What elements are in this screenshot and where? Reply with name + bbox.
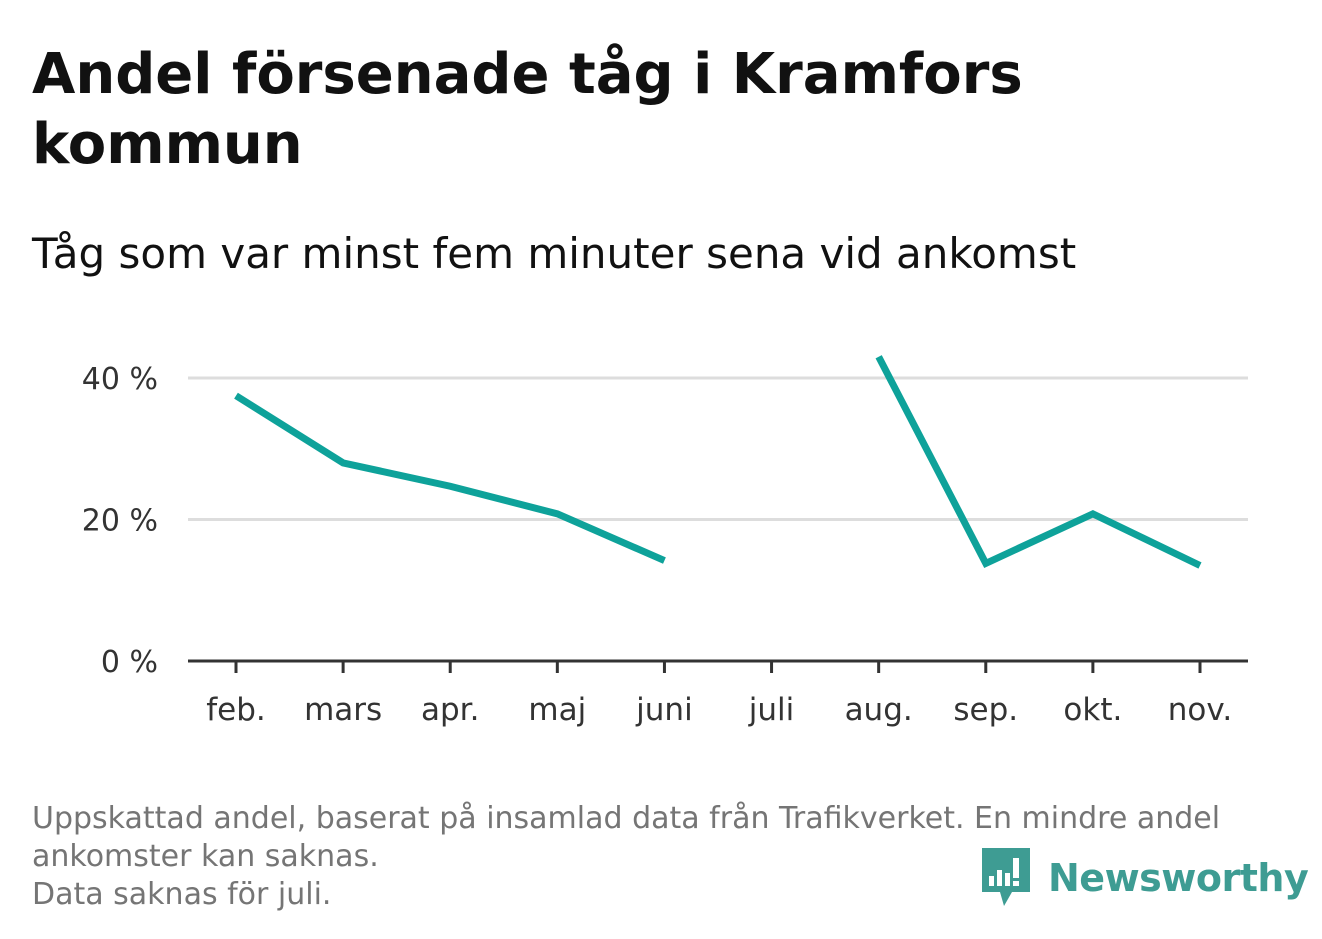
y-tick-label: 40 % xyxy=(82,362,158,397)
x-tick-label: aug. xyxy=(845,692,913,728)
x-tick-label: apr. xyxy=(421,692,479,728)
x-tick-label: mars xyxy=(304,692,382,728)
chart-title: Andel försenade tåg i Kramfors kommun xyxy=(32,42,1023,177)
footnote: Uppskattad andel, baserat på insamlad da… xyxy=(32,800,1292,914)
x-tick-label: nov. xyxy=(1168,692,1232,728)
brand-name: Newsworthy xyxy=(1048,856,1309,900)
x-tick-label: juni xyxy=(635,692,693,728)
brand-logo: Newsworthy xyxy=(982,848,1309,908)
gridlines xyxy=(188,376,1248,521)
series-line xyxy=(875,355,1202,569)
footnote-line-2: ankomster kan saknas. xyxy=(32,839,379,874)
footnote-line-1: Uppskattad andel, baserat på insamlad da… xyxy=(32,801,1221,836)
line-chart: 0 % 20 % 40 % feb. mars apr. maj juni juli aug. s… xyxy=(82,355,1248,728)
y-tick-label: 0 % xyxy=(101,645,158,680)
x-tick-label: sep. xyxy=(953,692,1018,728)
x-tick-label: maj xyxy=(528,692,586,728)
series-lines xyxy=(234,355,1202,569)
footnote-line-3: Data saknas för juli. xyxy=(32,877,332,912)
y-axis-labels: 0 % 20 % 40 % xyxy=(82,362,158,680)
x-tick-label: okt. xyxy=(1063,692,1122,728)
chart-subtitle: Tåg som var minst fem minuter sena vid a… xyxy=(32,229,1077,278)
newsworthy-logo-icon xyxy=(982,848,1030,906)
y-tick-label: 20 % xyxy=(82,504,158,539)
series-line xyxy=(234,392,666,564)
x-axis: feb. mars apr. maj juni juli aug. sep. okt. nov. xyxy=(188,659,1248,728)
x-tick-label: juli xyxy=(748,692,795,728)
x-tick-label: feb. xyxy=(206,692,266,728)
